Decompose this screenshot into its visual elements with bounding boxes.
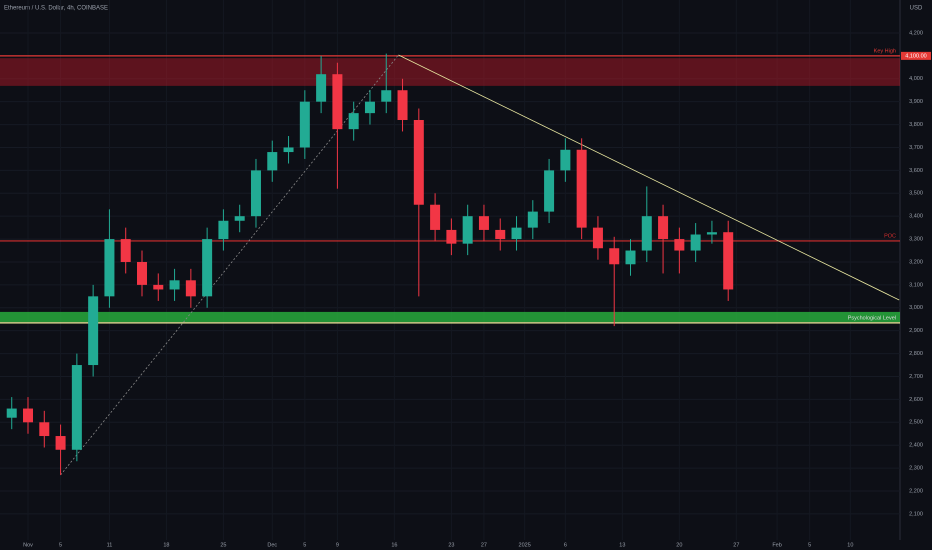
y-tick-label: 2,700 [909,374,923,380]
y-tick-label: 4,000 [909,76,923,82]
zone [0,311,900,322]
price-tag [901,51,931,60]
candle-body [234,216,245,221]
x-tick-label: 23 [448,542,454,548]
zone [0,58,900,86]
candle-body [706,232,717,235]
x-tick-label: 6 [564,542,567,548]
candle-body [185,280,196,297]
candle-body [88,296,99,366]
candle-body [527,211,538,228]
x-tick-label: 9 [336,542,339,548]
candle-body [462,216,473,244]
level-name: Psychological Level [848,315,896,321]
y-tick-label: 4,200 [909,30,923,36]
candle-body [71,365,82,450]
candle-body [544,170,555,212]
x-tick-label: 16 [391,542,397,548]
y-tick-label: 3,200 [909,259,923,265]
trendline [398,54,900,301]
candle-body [136,261,147,285]
candle-body [23,408,34,423]
candle-body [641,216,652,251]
x-tick-label: 5 [59,542,62,548]
candle-body [299,101,310,148]
candle-body [364,101,375,114]
x-tick-label: Nov [23,542,33,548]
candle-body [104,239,115,297]
x-tick-label: 27 [733,542,739,548]
price-tag-label: 4,100.00 [905,53,926,59]
candle-body [609,248,620,265]
candle-body [625,250,636,265]
candle-body [658,216,669,240]
y-tick-label: 2,500 [909,420,923,426]
chart-title: Ethereum / U.S. Dollar, 4h, COINBASE [4,6,108,12]
y-tick-label: 2,900 [909,328,923,334]
y-tick-label: 2,200 [909,488,923,494]
x-tick-label: 10 [847,542,853,548]
candle-body [250,170,261,217]
candle-body [6,408,17,418]
y-tick-label: 2,400 [909,443,923,449]
candle-body [495,229,506,240]
candle-body [478,216,489,230]
x-tick-label: 5 [808,542,811,548]
x-tick-label: 5 [303,542,306,548]
candle-body [560,149,571,171]
level-name: POC [884,233,896,239]
x-tick-label: 18 [163,542,169,548]
x-tick-label: 25 [220,542,226,548]
candle-body [55,436,66,450]
candle-body [511,227,522,240]
candle-body [592,227,603,249]
candle-body [674,239,685,251]
y-tick-label: 3,700 [909,145,923,151]
x-tick-label: 13 [619,542,625,548]
currency: USD [910,6,923,12]
candle-body [430,204,441,230]
x-tick-label: 2025 [519,542,531,548]
candle-body [576,149,587,228]
x-tick-label: 27 [481,542,487,548]
y-tick-label: 2,300 [909,466,923,472]
x-tick-label: Dec [267,542,277,548]
y-tick-label: 2,800 [909,351,923,357]
candle-body [381,90,392,102]
y-tick-label: 3,500 [909,191,923,197]
y-tick-label: 2,600 [909,397,923,403]
candle-body [690,234,701,251]
y-tick-label: 3,100 [909,282,923,288]
x-tick-label: Feb [772,542,781,548]
candle-body [348,113,359,130]
candle-body [723,232,734,290]
candle-body [202,239,213,297]
level-name: Key High [874,48,896,54]
y-tick-label: 3,900 [909,99,923,105]
y-tick-label: 3,600 [909,168,923,174]
y-tick-label: 3,400 [909,214,923,220]
y-tick-label: 2,100 [909,511,923,517]
candle-body [446,229,457,244]
x-tick-label: 11 [107,542,113,548]
x-tick-label: 20 [676,542,682,548]
candle-body [169,280,180,290]
y-tick-label: 3,300 [909,237,923,243]
candle-body [218,220,229,240]
y-tick-label: 3,800 [909,122,923,128]
candle-body [397,90,408,120]
candle-body [267,152,278,171]
candle-body [283,147,294,153]
candle-body [413,120,424,205]
candle-body [316,74,327,102]
candle-body [39,422,50,437]
candle-body [153,284,164,290]
candle-body [120,239,131,262]
candle-body [332,74,343,130]
y-tick-label: 3,000 [909,305,923,311]
